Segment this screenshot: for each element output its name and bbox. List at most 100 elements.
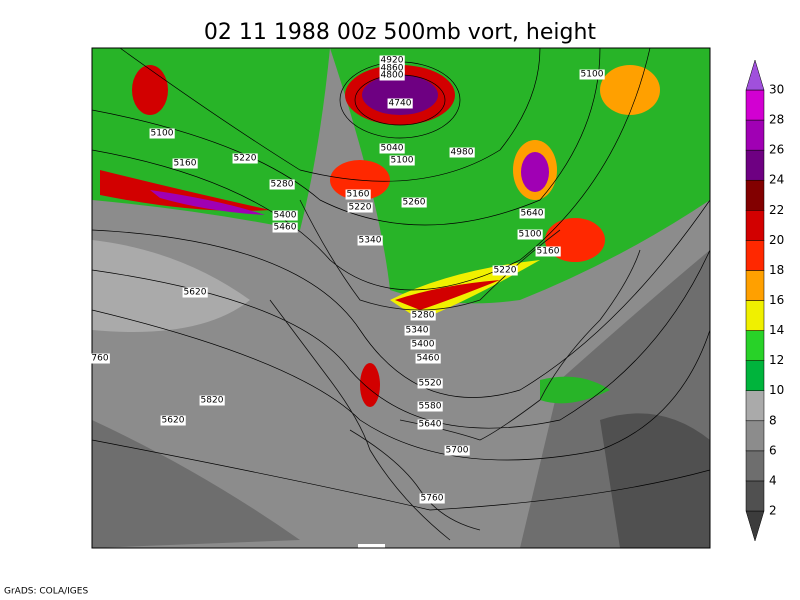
colorbar-label: 6 [769,443,777,457]
contour-label: 5640 [521,209,544,219]
contour-label-box [492,265,518,276]
contour-label-box [417,378,443,389]
colorbar-label: 12 [769,353,784,367]
contour-label-box [517,229,543,240]
contour-label: 5620 [162,416,185,426]
contour-label: 5460 [274,223,297,233]
contour-label: 5280 [412,311,435,321]
contour-label: 5640 [419,420,442,430]
contour-label: 5160 [537,247,560,257]
contour-label-box [160,415,186,426]
colorbar-segment [745,450,765,482]
contour-label: 5100 [519,230,542,240]
contour-label-box [410,339,436,350]
contour-label-box [272,222,298,233]
contour-label: 5460 [417,354,440,364]
colorbar-upper [745,59,765,91]
map-frame [91,47,711,549]
colorbar-segment [745,300,765,331]
contour-label: 5260 [403,198,426,208]
contour-label-box [404,325,430,336]
colorbar-lower [745,510,765,542]
contour-label-box [379,55,405,66]
contour-label: 5280 [271,180,294,190]
contour-label: 4800 [381,71,404,81]
contour-label-box [357,235,383,246]
colorbar-label: 18 [769,263,784,277]
contour-label: 5700 [446,446,469,456]
contour-label-box [449,147,475,158]
contour-label-box [149,128,175,139]
colorbar-segment [745,179,765,211]
contour-label: 4920 [381,56,404,66]
colorbar-segment [745,360,765,391]
contour-label-box [417,419,443,430]
contour-label-box [379,70,405,81]
colorbar-label: 4 [769,473,777,487]
contour-label-box [401,197,427,208]
contour-label: 5340 [406,326,429,336]
contour-label-box [182,287,208,298]
colorbar-label: 8 [769,413,777,427]
colorbar-label: 28 [769,113,784,127]
colorbar-segment [745,119,765,151]
colorbar-label: 24 [769,173,784,187]
contour-label: 5220 [349,203,372,213]
contour-label-box [519,208,545,219]
contour-label: 5220 [234,154,257,164]
contour-label-box [199,395,225,406]
contour-label-box [387,98,413,109]
colorbar-segment [745,480,765,512]
colorbar-label: 16 [769,293,784,307]
colorbar-label: 20 [769,233,784,247]
contour-label-box [172,158,198,169]
contour-label: 5620 [184,288,207,298]
colorbar-segment [745,420,765,452]
colorbar-segment [745,149,765,181]
colorbar-label: 26 [769,143,784,157]
contour-label: 5340 [359,236,382,246]
colorbar-label: 22 [769,203,784,217]
contour-label: 5400 [412,340,435,350]
colorbar-segment [745,89,765,121]
contour-label: 5100 [391,156,414,166]
contour-label-box [444,445,470,456]
contour-label: 5100 [151,129,174,139]
contour-label-box [419,493,445,504]
contour-label-box [579,69,605,80]
contour-label: 5580 [419,402,442,412]
colorbar-label: 14 [769,323,784,337]
colorbar-segment [745,270,765,301]
contour-label-box [389,155,415,166]
contour-label-box [417,401,443,412]
contour-label: 5760 [421,494,444,504]
contour-label: 5100 [581,70,604,80]
contour-label-box [345,189,371,200]
contour-label: 4740 [389,99,412,109]
contour-label: 5820 [201,396,224,406]
colorbar-segment [745,210,765,241]
contour-label-box [379,143,405,154]
contour-label: 5160 [347,190,370,200]
footer: GrADS: COLA/IGES [4,587,88,597]
contour-label: 5220 [494,266,517,276]
contour-label-box [410,310,436,321]
colorbar-label: 10 [769,383,784,397]
contour-label: 5400 [274,211,297,221]
contour-label: 760 [91,354,108,364]
contour-label-box [535,246,561,257]
map-title: 02 11 1988 00z 500mb vort, height [204,20,597,45]
colorbar-segment [745,390,765,422]
contour-label-box [272,210,298,221]
contour-label-box [347,202,373,213]
contour-label: 4860 [381,64,404,74]
map [92,48,710,548]
contour-label-box [232,153,258,164]
contour-label-box [415,353,441,364]
colorbar-label: 2 [769,504,777,518]
contour-label-box [269,179,295,190]
contour-label: 5160 [174,159,197,169]
colorbar-label: 30 [769,83,784,97]
contour-label: 4980 [451,148,474,158]
